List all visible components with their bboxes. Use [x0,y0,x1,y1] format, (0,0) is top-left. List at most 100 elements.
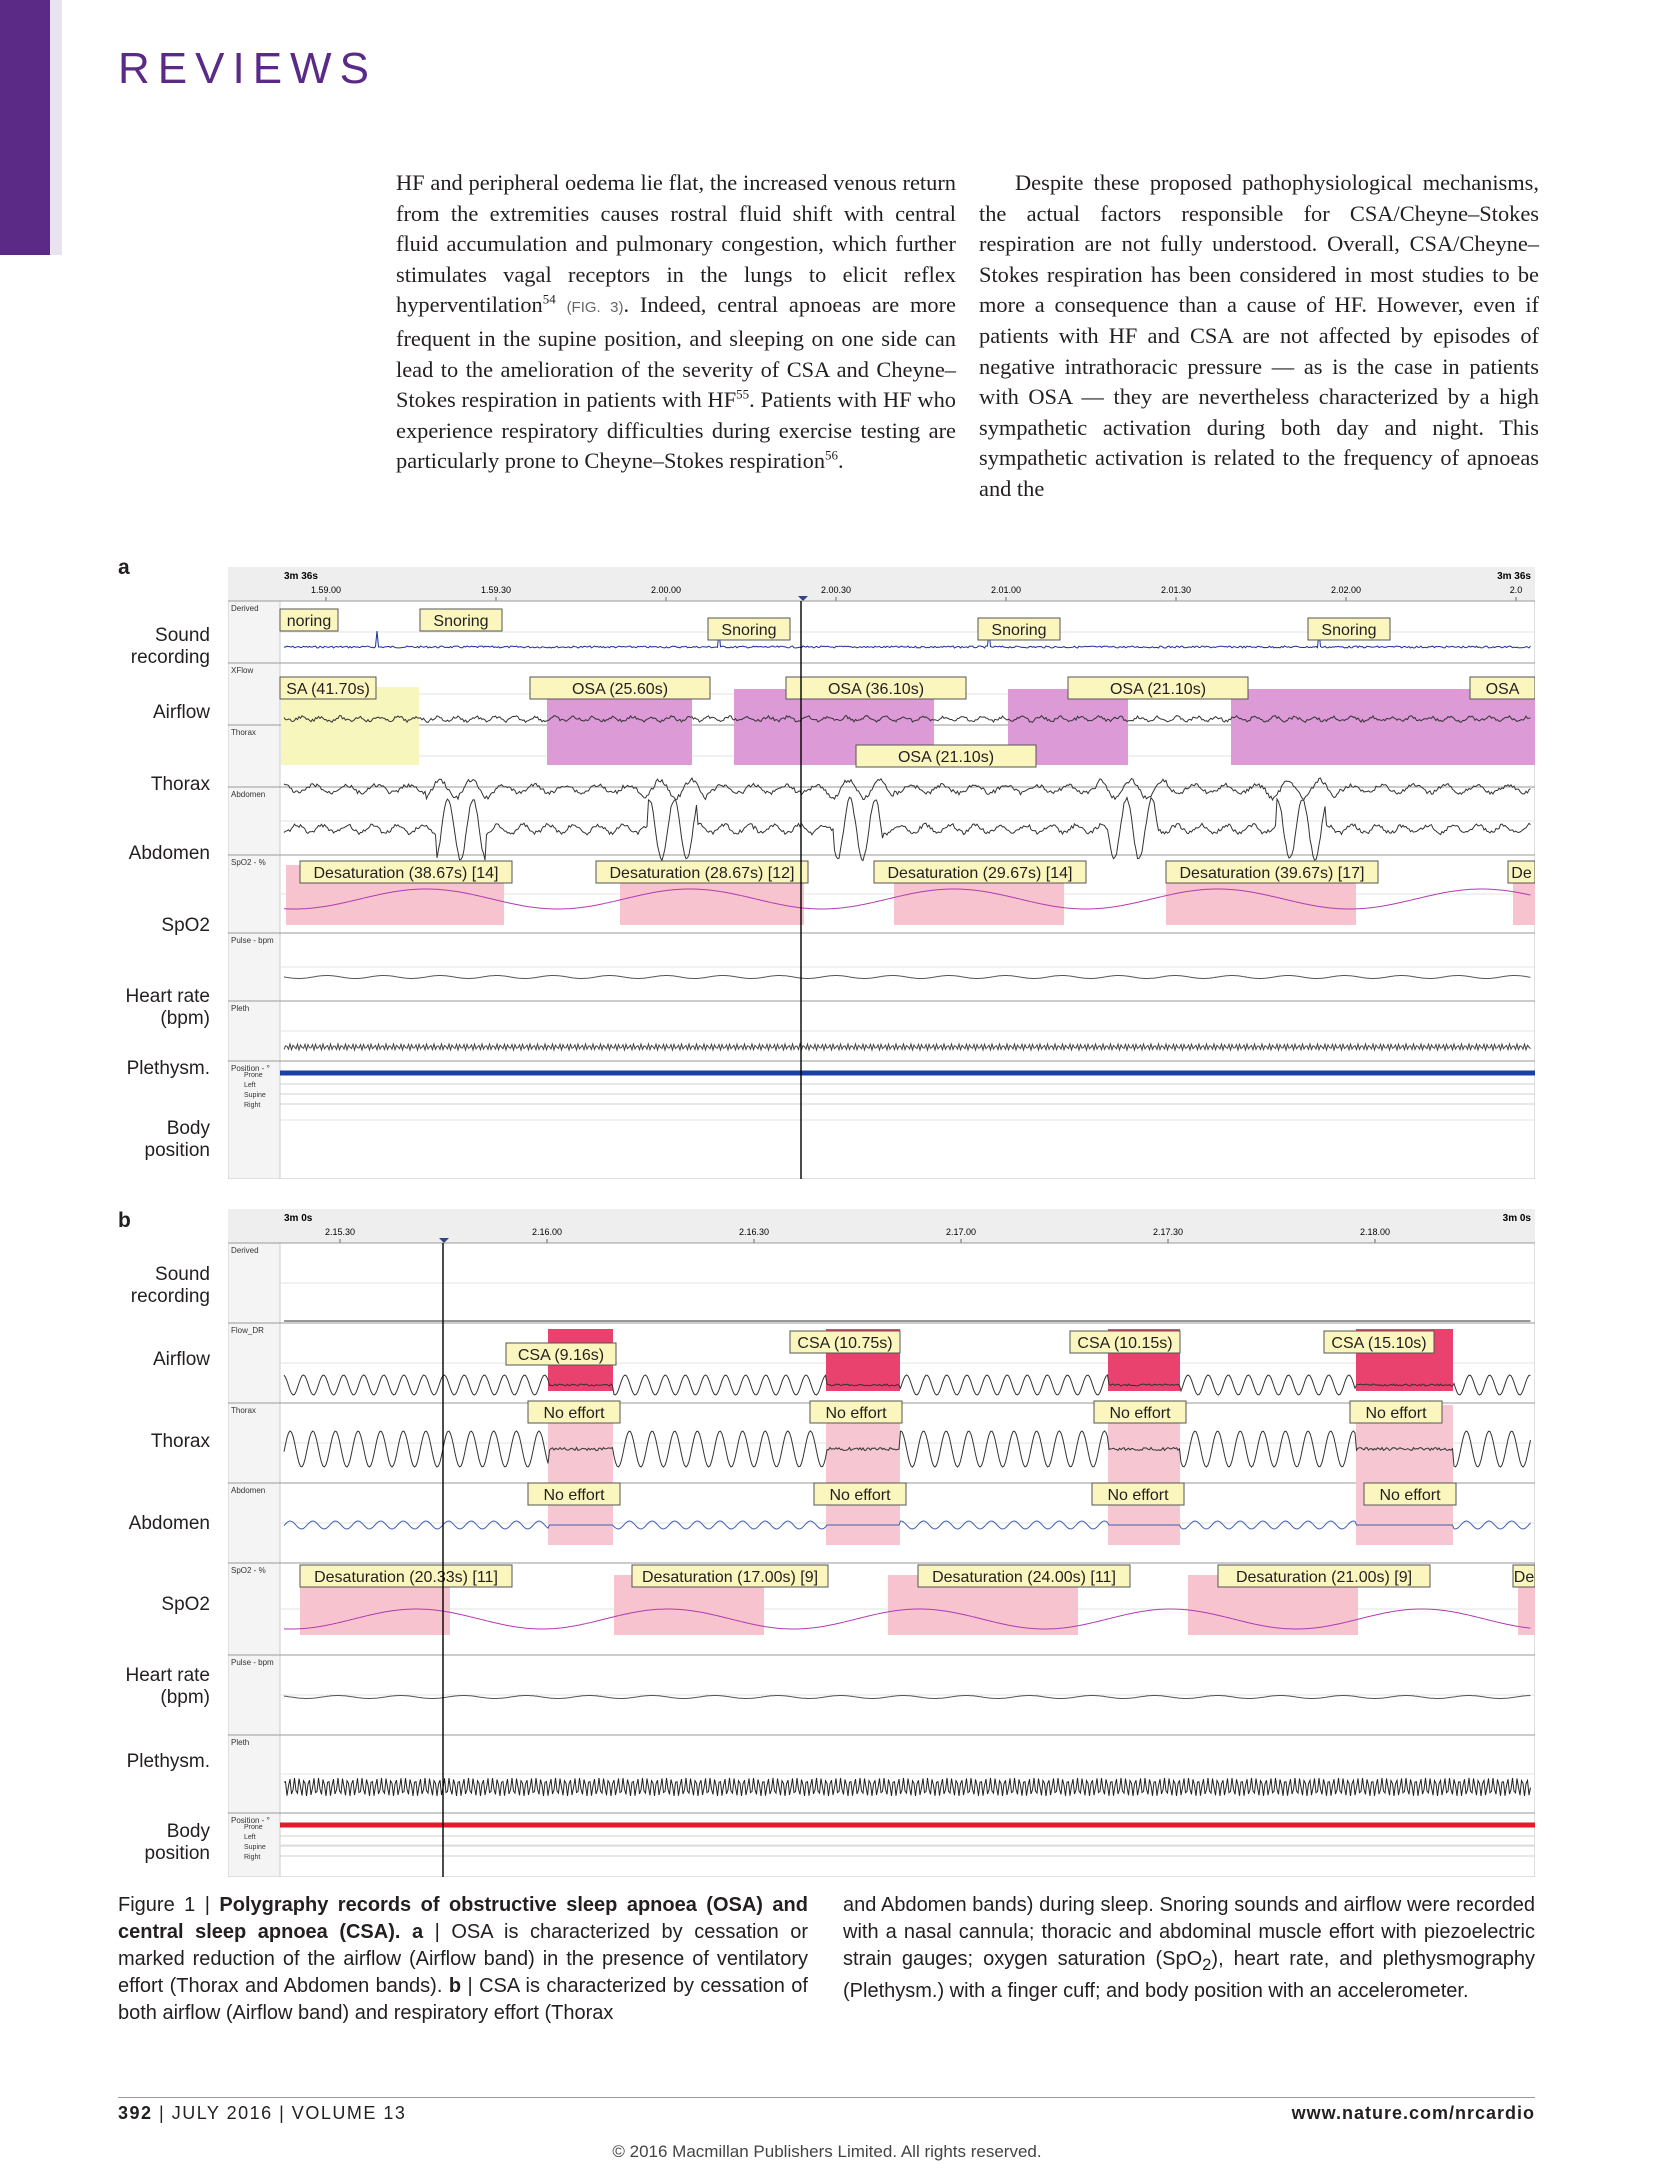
position-level-label: Supine [244,1092,266,1099]
band-title: Flow_DR [231,1326,264,1335]
desaturation-label: De [1514,1569,1535,1586]
panel-b-polygraph: 3m 0s 3m 0s 2.15.30 2.16.00 2.16.30 2.17.00 2.… [228,1209,1535,1877]
body-paragraph-left: HF and peripheral oedema lie flat, the i… [396,170,956,474]
airflow-trace [283,1373,1531,1396]
snoring-label-box [1307,617,1391,641]
no-effort-label-box [809,1400,903,1424]
figure-reference[interactable]: (FIG. 3) [566,299,624,317]
row-label-heart-rate: Heart rate (bpm) [125,986,210,1029]
event-label-box [1067,676,1249,700]
row-label-sound-b: Sound recording [130,1264,210,1307]
event-label: OSA (36.10s) [828,681,924,698]
snoring-label-box [707,617,791,641]
desaturation-label: Desaturation (29.67s) [14] [888,865,1073,882]
panel-b-letter: b [118,1209,131,1232]
row-label-thorax: Thorax [150,774,210,795]
no-effort-label: No effort [825,1405,887,1422]
row-label-airflow-b: Airflow [152,1349,210,1370]
band-title: Pleth [231,1738,249,1747]
event-label: SA (41.70s) [286,681,370,698]
cursor-marker [798,596,808,601]
desaturation-label: Desaturation (39.67s) [17] [1180,865,1365,882]
event-label-box [1323,1330,1435,1354]
panel-a-letter: a [118,556,130,579]
abdomen-trace [283,796,1531,862]
no-effort-label: No effort [1379,1487,1441,1504]
band-title: Thorax [231,1406,256,1415]
body-column-right: Despite these proposed pathophysiologica… [979,168,1539,505]
no-effort-label: No effort [1365,1405,1427,1422]
event-label: CSA (15.10s) [1331,1335,1426,1352]
event-label: OSA (21.10s) [1110,681,1206,698]
footer-rule [118,2097,1535,2098]
event-label-box [1469,676,1535,700]
no-effort-label-box [1363,1482,1457,1506]
row-label-body-position-b: Body position [144,1821,211,1864]
band-title: Abdomen [231,1486,265,1495]
time-tick-label: 2.00.30 [821,585,851,595]
event-label-box [505,1342,617,1366]
band-title: SpO2 - % [231,858,266,867]
time-tick-label: 2.0 [1510,585,1523,595]
event-label-box [789,1330,901,1354]
desaturation-label-box [299,1564,513,1588]
no-effort-label-box [527,1482,621,1506]
band-title: SpO2 - % [231,1566,266,1575]
desaturation-label-box [299,860,513,884]
no-effort-label: No effort [1107,1487,1169,1504]
event-label: CSA (9.16s) [518,1347,604,1364]
time-tick-label: 2.16.00 [532,1227,562,1237]
event-label: OSA [1486,681,1520,698]
snoring-label: noring [287,613,331,630]
snoring-label: Snoring [991,622,1046,639]
event-label: OSA (25.60s) [572,681,668,698]
row-label-sound: Sound recording [130,625,210,668]
no-effort-shade [1356,1405,1453,1545]
section-header: REVIEWS [118,44,377,93]
figure-caption-right: and Abdomen bands) during sleep. Snoring… [843,1894,1535,2002]
band-title-column [228,1242,281,1877]
no-effort-label: No effort [543,1405,605,1422]
desaturation-label: Desaturation (38.67s) [14] [314,865,499,882]
no-effort-label-box [1093,1400,1187,1424]
spo2-trace [284,1608,1531,1630]
abdomen-trace [283,1520,1531,1530]
panel-a-polygraph: 3m 36s 3m 36s 1.59.00 1.59.30 2.00.00 2.00.30… [228,567,1535,1179]
snoring-label-box [279,608,339,632]
event-label: CSA (10.15s) [1077,1335,1172,1352]
desaturation-label: Desaturation (28.67s) [12] [610,865,795,882]
row-label-body-position: Body position [144,1118,211,1161]
position-level-label: Left [244,1082,256,1089]
csa-shade [281,687,419,765]
desaturation-label: Desaturation (20.33s) [11] [314,1569,498,1586]
figure-caption-left: Figure 1 | Polygraphy records of obstruc… [118,1894,808,2024]
time-tick-label: 2.00.00 [651,585,681,595]
cursor-marker [439,1238,449,1243]
no-effort-label: No effort [543,1487,605,1504]
footer-issue: 392 | JULY 2016 | VOLUME 13 [118,2103,407,2123]
event-label-box [785,676,967,700]
event-label-box [1069,1330,1181,1354]
osa-shade [1231,689,1535,765]
section-tab-edge [50,0,62,255]
sound-trace [283,630,1531,649]
thorax-trace [283,777,1531,802]
desaturation-label-box [917,1564,1131,1588]
no-effort-shade [826,1405,900,1545]
row-label-plethysm-b: Plethysm. [126,1751,210,1772]
time-tick-label: 2.18.00 [1360,1227,1390,1237]
time-tick-label: 2.01.00 [991,585,1021,595]
event-label-box [855,744,1037,768]
time-tick-label: 2.15.30 [325,1227,355,1237]
position-level-label: Right [244,1102,260,1109]
row-label-abdomen: Abdomen [128,843,210,864]
thorax-trace [283,1430,1531,1468]
event-label: CSA (10.75s) [797,1335,892,1352]
time-ruler [228,1209,1535,1243]
spo2-trace [283,888,1531,910]
position-level-label: Prone [244,1824,263,1831]
desaturation-label-box [1165,860,1379,884]
airflow-trace [283,714,1531,724]
footer-url[interactable]: www.nature.com/nrcardio [1291,2103,1535,2123]
time-tick-label: 1.59.30 [481,585,511,595]
